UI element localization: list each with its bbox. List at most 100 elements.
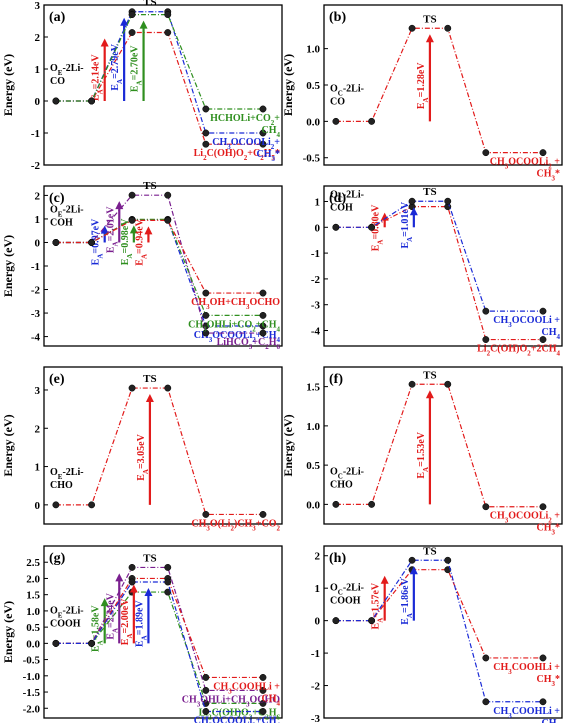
- energy-point: [259, 708, 267, 715]
- reactant-label: CO: [50, 76, 65, 87]
- energy-point: [164, 588, 172, 596]
- energy-point: [482, 307, 490, 315]
- energy-point: [164, 11, 172, 19]
- panel-label: (a): [49, 10, 66, 25]
- energy-point: [202, 329, 210, 337]
- product-label: CH3COOHLi +: [493, 662, 560, 676]
- arrow-head: [425, 390, 434, 399]
- energy-point: [368, 117, 376, 125]
- y-tick-label: 2.0: [26, 573, 40, 585]
- product-label: CH3*: [537, 523, 561, 537]
- y-tick-label: 0.5: [26, 622, 40, 634]
- panel-label: (d): [329, 191, 346, 206]
- series-line: [55, 218, 263, 317]
- series-line: [55, 14, 263, 110]
- y-tick-label: -3: [311, 300, 321, 312]
- energy-point: [482, 149, 490, 157]
- arrow-head: [115, 573, 124, 582]
- arrow-head: [145, 394, 154, 403]
- energy-point: [88, 239, 96, 246]
- energy-point: [539, 149, 547, 157]
- reactant-label: OC-2Li-: [330, 83, 364, 97]
- activation-energy-label: EA=2.70eV: [130, 45, 144, 92]
- reactant-label: OC-2Li-: [330, 189, 364, 203]
- energy-point: [408, 380, 416, 388]
- series-line: [55, 194, 263, 334]
- arrow-head: [100, 225, 109, 234]
- y-tick-label: 1.5: [26, 590, 40, 602]
- energy-point: [482, 503, 490, 511]
- activation-energy-label: EA=1.57eV: [371, 582, 385, 629]
- y-tick-label: -2: [311, 681, 321, 693]
- arrow-head: [129, 584, 138, 593]
- product-label: CH3OCOOLi2 +: [490, 511, 561, 525]
- energy-point: [539, 307, 547, 315]
- energy-point: [368, 617, 376, 625]
- arrow-head: [129, 225, 138, 234]
- activation-energy-label: EA=1.86eV: [400, 577, 414, 624]
- product-label: CH3OHLi+CH3OCHO: [182, 694, 280, 708]
- activation-energy-label: EA=0.94eV: [134, 218, 148, 265]
- series-line: [55, 566, 263, 692]
- panel-label: (b): [329, 10, 346, 25]
- product-label: CH4: [262, 693, 281, 707]
- energy-point: [368, 500, 376, 508]
- panel-b: -0.5 0.0 0.5 1.0 Energy (eV) (b) EA=1.28eV CH3O…: [281, 4, 563, 183]
- energy-point: [259, 105, 267, 113]
- energy-point: [202, 686, 210, 694]
- plot-frame: [43, 366, 283, 525]
- energy-point: [332, 500, 340, 508]
- product-label: CH3OH+CH3OCHO: [191, 297, 280, 311]
- energy-point: [539, 698, 547, 706]
- activation-energy-label: EA=1.28eV: [416, 62, 430, 109]
- y-tick-label: 2: [35, 423, 41, 435]
- series-line: [55, 591, 263, 704]
- reactant-label: CHO: [50, 480, 73, 491]
- y-tick-label: 0: [315, 616, 321, 628]
- energy-point: [259, 322, 267, 330]
- y-tick-label: -1: [31, 261, 40, 273]
- arrow-head: [100, 598, 109, 607]
- series-line: [335, 206, 543, 341]
- arrow-head: [100, 38, 109, 47]
- y-tick-label: -0.5: [23, 655, 41, 667]
- reactant-label: OE-2Li-: [50, 467, 84, 481]
- activation-energy-label: EA=0.98eV: [120, 218, 134, 265]
- y-tick-label: -1.0: [23, 671, 41, 683]
- energy-point: [202, 105, 210, 113]
- energy-point: [128, 11, 136, 19]
- energy-point: [164, 29, 172, 36]
- activation-energy-label: EA=1.58eV: [91, 605, 105, 652]
- arrow-head: [120, 17, 129, 26]
- panel-label: (f): [329, 372, 343, 387]
- product-label: CH3OCOOLi2 +: [490, 157, 561, 171]
- energy-point: [52, 501, 60, 509]
- panel-e: 0 1 2 3 Energy (eV) (e) EA=3.05eV CH3O(Li2)CH3+…: [1, 366, 283, 532]
- energy-point: [539, 503, 547, 511]
- y-tick-label: -4: [311, 326, 321, 338]
- energy-point: [164, 191, 172, 199]
- product-label: Li2C(OH)O2+C2H5*: [194, 148, 280, 162]
- product-label: CH4: [542, 718, 561, 723]
- activation-energy-label: EA=1.01eV: [400, 201, 414, 248]
- energy-point: [332, 223, 340, 231]
- energy-point: [368, 223, 376, 231]
- energy-point: [259, 289, 267, 297]
- energy-point: [259, 311, 267, 319]
- panel-label: (c): [49, 191, 65, 206]
- y-tick-label: -4: [31, 332, 41, 344]
- energy-point: [539, 654, 547, 662]
- energy-point: [202, 129, 210, 137]
- product-label: CH3OCOOLi2+CH4: [194, 716, 281, 723]
- activation-energy-label: EA=2.34eV: [105, 592, 119, 639]
- energy-point: [88, 97, 96, 105]
- activation-energy-label: EA=3.05eV: [136, 433, 150, 480]
- energy-point: [202, 510, 210, 518]
- series-line: [335, 559, 543, 703]
- energy-point: [444, 24, 452, 32]
- reactant-label: OE-2Li-: [50, 63, 84, 77]
- activation-energy-label: EA=0.80eV: [371, 204, 385, 251]
- energy-point: [52, 97, 60, 105]
- y-tick-label: 2: [35, 190, 41, 202]
